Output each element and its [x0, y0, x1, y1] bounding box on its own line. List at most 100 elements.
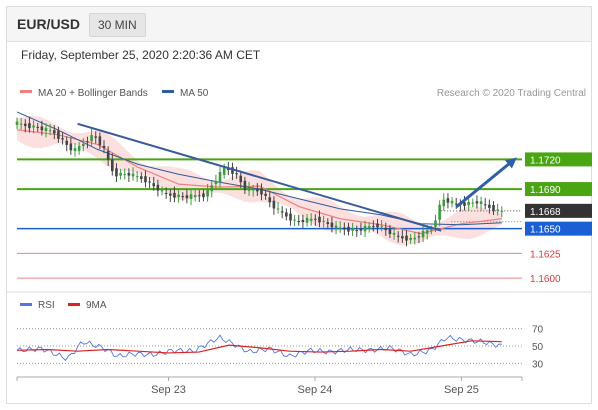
candle-body	[235, 173, 238, 175]
forecast-arrowhead	[504, 157, 517, 169]
candle-body	[293, 219, 296, 221]
candle-body	[111, 159, 114, 172]
candle-body	[243, 180, 247, 191]
candle-body	[479, 201, 483, 205]
x-tick-label-1: Sep 24	[298, 384, 333, 396]
candle-body	[28, 123, 31, 129]
rsi-tick-1: 50	[532, 342, 544, 353]
candle-body	[206, 189, 209, 197]
pair-title: EUR/USD	[17, 16, 81, 32]
candle-body	[347, 226, 350, 232]
level-box-1	[525, 182, 592, 197]
candle-body	[73, 148, 77, 152]
candle-body	[280, 211, 284, 213]
candle-body	[450, 200, 454, 204]
rsi-legend-swatch-1	[68, 303, 80, 306]
legend-label-1: MA 50	[180, 88, 209, 99]
candle-body	[421, 230, 425, 238]
candle-body	[471, 202, 475, 204]
level-box-2	[525, 203, 592, 218]
forecast-arrow-shaft	[455, 160, 513, 209]
ma20-line	[16, 129, 502, 235]
candle-body	[380, 226, 383, 228]
candle-body	[160, 190, 164, 192]
level-label-3: 1.1650	[530, 225, 561, 236]
candle-body	[305, 217, 309, 223]
candle-body	[388, 228, 392, 234]
candle-body	[446, 198, 450, 203]
candle-body	[247, 187, 251, 191]
candle-body	[52, 130, 56, 134]
candle-body	[322, 220, 325, 222]
candle-body	[500, 210, 504, 212]
trendline	[77, 122, 442, 232]
candle-body	[454, 203, 458, 205]
candle-body	[131, 173, 135, 177]
candle-body	[185, 195, 189, 199]
candle-body	[434, 220, 437, 227]
candle-body	[272, 200, 276, 209]
candle-body	[314, 218, 317, 220]
candle-body	[355, 230, 359, 232]
timeframe-button[interactable]: 30 MIN	[89, 13, 146, 37]
legend-swatch-0	[20, 90, 32, 93]
candle-body	[330, 222, 334, 228]
candle-body	[135, 176, 139, 178]
candle-body	[239, 175, 243, 183]
candle-body	[102, 145, 106, 149]
candle-body	[98, 136, 102, 146]
rsi-legend-label-0: RSI	[38, 300, 55, 311]
rsi-legend-swatch-0	[20, 303, 32, 306]
candle-body	[268, 197, 272, 203]
x-tick-label-0: Sep 23	[151, 384, 186, 396]
candle-body	[156, 184, 160, 191]
candle-body	[409, 237, 412, 240]
candle-body	[173, 192, 176, 198]
candle-body	[384, 227, 388, 231]
candle-body	[127, 172, 131, 176]
candle-body	[405, 235, 408, 241]
candle-body	[463, 202, 466, 206]
candle-body	[231, 167, 234, 174]
report-datetime: Friday, September 25, 2020 2:20:36 AM CE…	[21, 48, 261, 62]
candle-body	[222, 167, 226, 175]
candle-body	[218, 171, 222, 182]
candle-body	[90, 135, 93, 142]
candle-body	[57, 130, 60, 139]
candle-body	[309, 218, 313, 221]
candle-body	[276, 208, 280, 210]
widget-header: EUR/USD 30 MIN	[7, 7, 591, 42]
candle-body	[318, 216, 321, 223]
candle-body	[23, 123, 27, 126]
level-label-4: 1.1625	[530, 249, 561, 260]
candle-body	[214, 181, 218, 185]
chart-widget: EUR/USD 30 MIN Friday, September 25, 202…	[6, 6, 592, 404]
candle-body	[297, 221, 301, 223]
candle-body	[19, 123, 23, 125]
candle-body	[488, 204, 491, 208]
level-label-0: 1.1720	[530, 155, 561, 166]
candle-body	[467, 201, 470, 206]
candle-body	[475, 201, 479, 204]
candle-body	[36, 126, 40, 128]
candle-body	[106, 150, 110, 160]
candle-body	[438, 204, 441, 220]
candle-body	[363, 225, 367, 232]
candle-body	[152, 183, 156, 187]
rsi-ma-line	[16, 340, 502, 354]
candle-body	[442, 199, 446, 207]
candle-body	[32, 125, 35, 128]
level-label-5: 1.1600	[530, 274, 561, 285]
candle-body	[86, 141, 89, 143]
candle-body	[430, 229, 433, 231]
candle-body	[256, 189, 259, 192]
level-box-0	[525, 152, 592, 167]
candle-body	[492, 205, 495, 212]
candle-body	[65, 140, 69, 145]
candle-body	[193, 195, 197, 198]
candle-body	[396, 235, 400, 237]
candle-body	[338, 227, 342, 229]
credit-text: Research © 2020 Trading Central	[437, 88, 586, 99]
legend-swatch-1	[162, 90, 174, 93]
candle-body	[77, 146, 81, 151]
